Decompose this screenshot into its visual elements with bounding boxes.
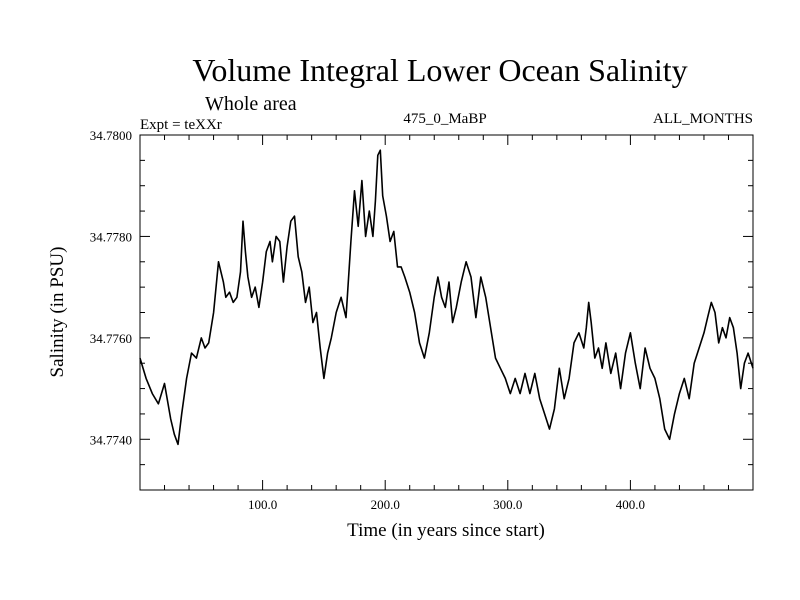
x-axis-ticks [164,135,729,490]
y-tick-label: 34.7740 [90,432,132,447]
y-tick-label: 34.7800 [90,128,132,143]
x-tick-label: 300.0 [493,497,522,512]
chart-subtitle: Whole area [205,93,297,115]
y-tick-label: 34.7780 [90,229,132,244]
period-label: 475_0_MaBP [403,111,486,127]
series-line-salinity [139,149,754,446]
chart-title: Volume Integral Lower Ocean Salinity [192,52,687,88]
x-axis-tick-labels: 100.0 200.0 300.0 400.0 [248,497,645,512]
y-axis-tick-labels: 34.7740 34.7760 34.7780 34.7800 [90,128,132,447]
x-axis-title: Time (in years since start) [347,520,545,541]
y-tick-label: 34.7760 [90,331,132,346]
months-label: ALL_MONTHS [653,111,753,127]
x-tick-label: 400.0 [616,497,645,512]
experiment-label: Expt = teXXr [140,117,222,133]
plot-frame [139,134,754,491]
x-tick-label: 200.0 [371,497,400,512]
y-axis-ticks [140,134,753,466]
y-axis-title: Salinity (in PSU) [47,247,68,378]
x-tick-label: 100.0 [248,497,277,512]
